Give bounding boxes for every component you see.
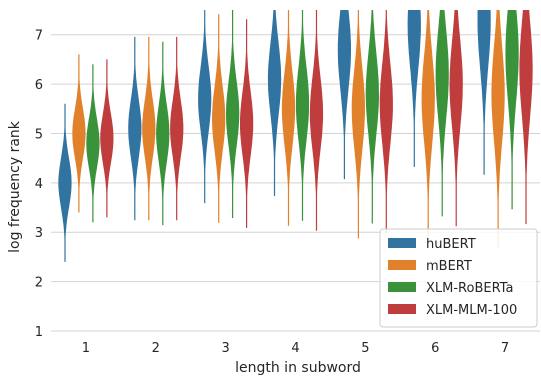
violin-xlm-roberta-4 <box>295 10 310 221</box>
x-tick-label: 2 <box>152 341 160 356</box>
legend-label: XLM-RoBERTa <box>426 281 513 296</box>
violin-mbert-6 <box>421 10 435 242</box>
violin-xlm-mlm-100-3 <box>240 19 254 228</box>
violin-mbert-3 <box>212 14 226 223</box>
violin-hubert-4 <box>267 10 282 197</box>
y-tick-label: 4 <box>35 177 43 192</box>
legend-label: XLM-MLM-100 <box>426 303 517 318</box>
violin-mbert-5 <box>351 10 365 239</box>
violin-mbert-7 <box>491 10 505 249</box>
x-tick-label: 1 <box>82 341 90 356</box>
violin-xlm-mlm-100-7 <box>519 10 533 225</box>
violin-xlm-roberta-1 <box>86 64 100 223</box>
violin-hubert-5 <box>337 10 351 180</box>
violin-xlm-mlm-100-6 <box>449 10 463 227</box>
violin-mbert-1 <box>72 54 86 213</box>
y-tick-label: 3 <box>35 226 43 241</box>
violin-xlm-mlm-100-5 <box>379 10 393 234</box>
x-tick-label: 3 <box>222 341 230 356</box>
legend-frame <box>379 228 538 328</box>
violin-xlm-roberta-5 <box>365 10 379 224</box>
y-tick-label: 5 <box>35 127 43 142</box>
x-tick-label: 7 <box>501 341 509 356</box>
legend-label: huBERT <box>426 237 476 252</box>
legend: huBERT mBERT XLM-RoBERTa XLM-MLM-100 <box>379 228 538 328</box>
legend-swatch <box>388 282 416 292</box>
violin-xlm-mlm-100-4 <box>309 10 324 231</box>
y-tick-label: 7 <box>35 29 43 44</box>
violin-xlm-roberta-6 <box>435 10 449 217</box>
y-axis-label: log frequency rank <box>7 120 23 253</box>
violin-hubert-6 <box>407 10 421 167</box>
violin-xlm-roberta-2 <box>156 41 170 226</box>
tick-labels: 1 2 3 4 5 6 7 1 2 3 4 5 6 7 <box>35 29 509 356</box>
violin-mbert-4 <box>281 10 296 226</box>
violin-hubert-3 <box>198 10 212 204</box>
x-tick-label: 5 <box>361 341 369 356</box>
y-tick-label: 6 <box>35 78 43 93</box>
legend-swatch <box>388 238 416 248</box>
violins <box>58 10 533 262</box>
y-tick-label: 1 <box>35 325 43 340</box>
legend-label: mBERT <box>426 259 472 274</box>
x-tick-label: 4 <box>291 341 299 356</box>
violin-hubert-2 <box>128 36 142 221</box>
y-tick-label: 2 <box>35 276 43 291</box>
violin-hubert-7 <box>477 10 491 175</box>
violin-hubert-1 <box>58 103 72 262</box>
violin-xlm-mlm-100-1 <box>100 59 114 218</box>
violin-xlm-mlm-100-2 <box>170 36 184 221</box>
x-axis-label: length in subword <box>235 360 361 376</box>
legend-swatch <box>388 260 416 270</box>
violin-xlm-roberta-7 <box>505 10 519 210</box>
x-tick-label: 6 <box>431 341 439 356</box>
legend-swatch <box>388 304 416 314</box>
violin-mbert-2 <box>142 36 156 221</box>
violin-xlm-roberta-3 <box>226 10 240 218</box>
